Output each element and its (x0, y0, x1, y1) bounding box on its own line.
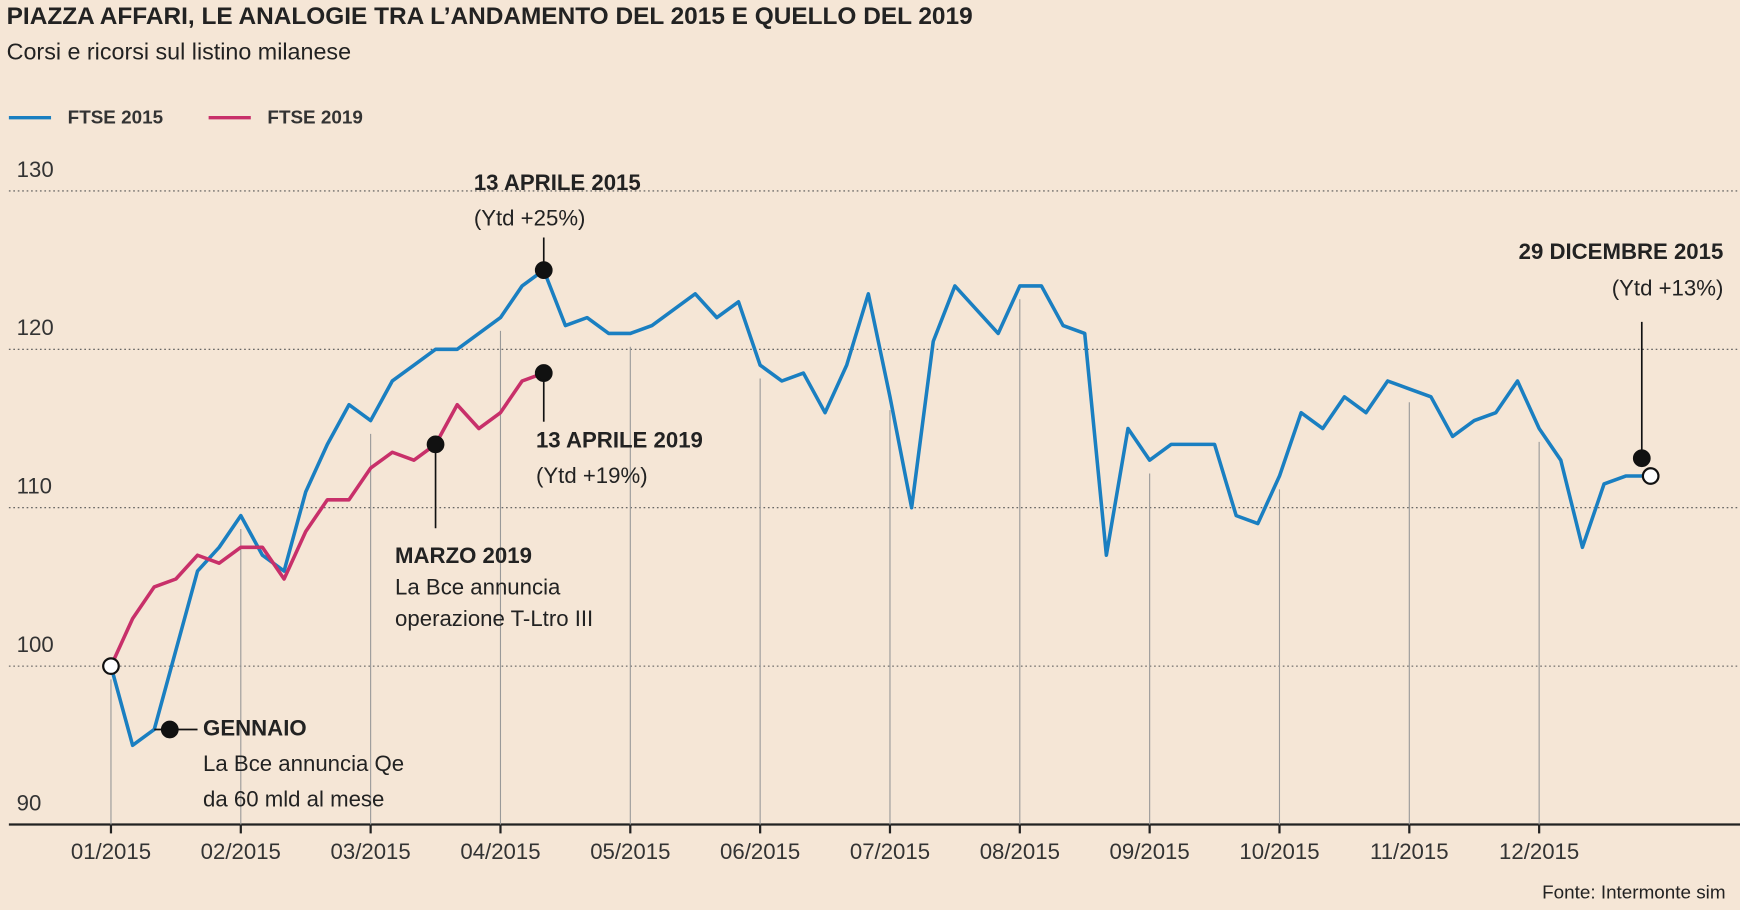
x-tick-label: 03/2015 (331, 839, 411, 864)
series-line (109, 371, 545, 667)
point-marker-open (1641, 467, 1660, 485)
point-marker (1632, 449, 1651, 468)
chart-title: PIAZZA AFFARI, LE ANALOGIE TRA L’ANDAMEN… (7, 3, 973, 30)
point-marker (160, 720, 179, 739)
annotation-text: La Bce annuncia Qe (203, 751, 404, 776)
point-marker (534, 261, 553, 279)
y-tick-label: 110 (17, 474, 52, 499)
annotation-title: 13 APRILE 2019 (536, 428, 703, 453)
annotation-text: (Ytd +25%) (474, 206, 586, 231)
x-tick-label: 05/2015 (590, 839, 670, 864)
annotation-text: (Ytd +19%) (536, 463, 648, 488)
point-marker-open (102, 657, 120, 675)
annotation-title: 29 DICEMBRE 2015 (1519, 239, 1724, 264)
y-tick-label: 100 (17, 632, 54, 657)
x-tick-label: 10/2015 (1239, 839, 1319, 864)
y-tick-label: 130 (17, 157, 54, 182)
chart-subtitle: Corsi e ricorsi sul listino milanese (7, 38, 351, 64)
legend-label: FTSE 2015 (68, 107, 163, 128)
annotation-title: GENNAIO (203, 715, 307, 740)
y-tick-label: 120 (17, 315, 54, 340)
point-marker (534, 364, 553, 382)
series-line (109, 268, 1648, 748)
annotation-title: MARZO 2019 (395, 543, 532, 568)
annotation-text: La Bce annuncia (395, 575, 561, 600)
x-tick-label: 07/2015 (850, 839, 930, 864)
x-tick-label: 06/2015 (720, 839, 800, 864)
annotation-title: 13 APRILE 2015 (474, 170, 641, 195)
source: Fonte: Intermonte sim (1542, 881, 1725, 902)
annotation-text: operazione T-Ltro III (395, 606, 593, 631)
x-tick-label: 02/2015 (201, 839, 281, 864)
x-tick-label: 08/2015 (980, 839, 1060, 864)
x-tick-label: 11/2015 (1370, 839, 1449, 864)
point-marker (426, 435, 445, 454)
x-tick-label: 04/2015 (460, 839, 540, 864)
x-tick-label: 12/2015 (1499, 839, 1579, 864)
y-tick-label: 90 (17, 790, 42, 815)
annotation-text: (Ytd +13%) (1612, 276, 1724, 301)
legend-label: FTSE 2019 (267, 107, 362, 128)
x-tick-label: 09/2015 (1110, 839, 1190, 864)
annotation-text: da 60 mld al mese (203, 786, 384, 811)
x-tick-label: 01/2015 (71, 839, 151, 864)
